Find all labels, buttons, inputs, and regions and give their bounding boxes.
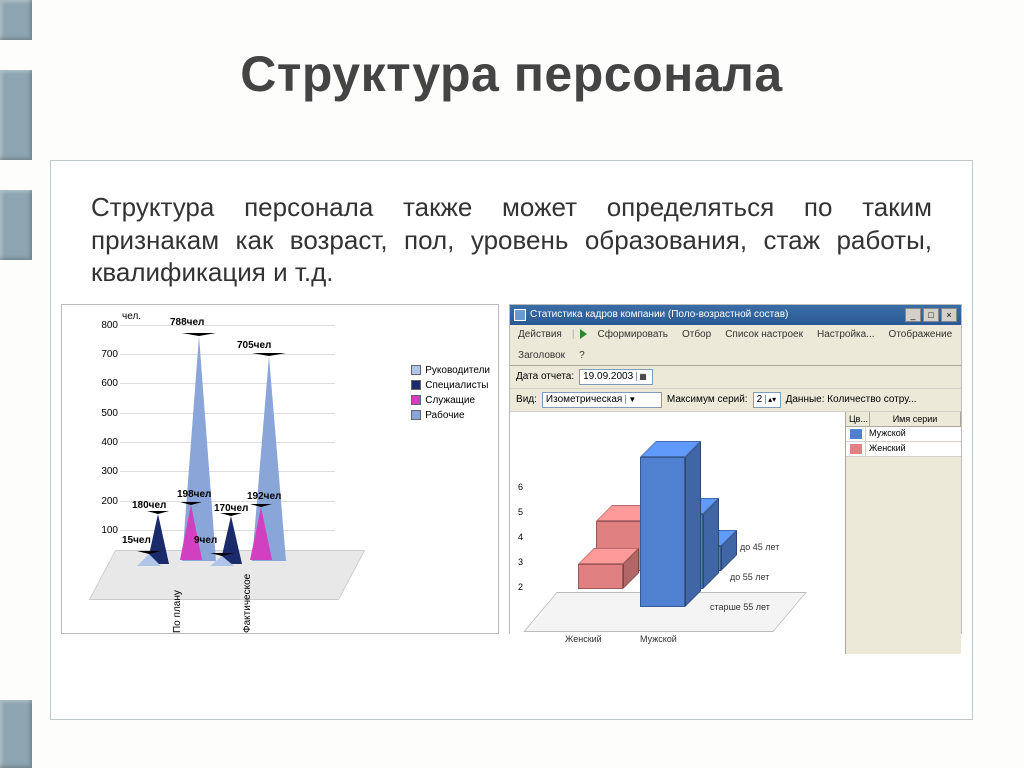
body-text: Структура персонала также может определя… (51, 161, 972, 304)
data-label: 170чел (214, 503, 248, 514)
maximize-button[interactable]: □ (923, 308, 939, 322)
y-axis-label: чел. (122, 311, 141, 322)
legend-item: Руководители (411, 365, 490, 376)
help-button[interactable]: ? (575, 348, 589, 363)
calendar-icon[interactable]: ▦ (636, 372, 649, 381)
z-label-45: до 45 лет (740, 542, 779, 552)
run-icon[interactable] (580, 329, 587, 339)
y-tick: 500 (90, 408, 118, 419)
chevron-down-icon[interactable]: ▼ (625, 395, 638, 404)
slide-title: Структура персонала (0, 45, 1023, 103)
series-row[interactable]: Женский (846, 442, 961, 457)
y-tick: 300 (90, 466, 118, 477)
slide-title-wrap: Структура персонала (0, 45, 1023, 103)
bar3d-chart: 23456 до 45 лет до 55 лет старше 55 лет … (510, 412, 846, 654)
header-button[interactable]: Заголовок (514, 348, 569, 363)
pyramid-bar (210, 553, 234, 566)
y-tick: 600 (90, 378, 118, 389)
data-label: 15чел (122, 535, 151, 546)
x-label-male: Мужской (640, 634, 677, 644)
side-accent-blocks (0, 0, 32, 768)
legend-item: Служащие (411, 395, 490, 406)
stats-window: Статистика кадров компании (Поло-возраст… (509, 304, 962, 634)
y3d-tick: 6 (518, 482, 523, 492)
view-select[interactable]: Изометрическая ▼ (542, 392, 662, 408)
spinner-icon[interactable]: ▴▾ (765, 395, 778, 404)
toolbar: Действия | Сформировать Отбор Список нас… (510, 325, 961, 366)
pyramid-chart: чел. 0100200300400500600700800 788чел705… (61, 304, 499, 634)
legend-item: Специалисты (411, 380, 490, 391)
settings-button[interactable]: Настройка... (813, 327, 879, 342)
window-titlebar: Статистика кадров компании (Поло-возраст… (510, 305, 961, 325)
x-label-female: Женский (565, 634, 602, 644)
legend-item: Рабочие (411, 410, 490, 421)
series-col-name: Имя серии (870, 412, 961, 426)
x-category-fact: Фактическое (242, 573, 253, 632)
filter-button[interactable]: Отбор (678, 327, 715, 342)
y-tick: 700 (90, 349, 118, 360)
view-label: Вид: (516, 394, 537, 405)
date-label: Дата отчета: (516, 371, 574, 382)
max-series-label: Максимум серий: (667, 394, 748, 405)
content-panel: Структура персонала также может определя… (50, 160, 973, 720)
date-input[interactable]: 19.09.2003 ▦ (579, 369, 653, 385)
y3d-tick: 4 (518, 532, 523, 542)
z-label-55: до 55 лет (730, 572, 769, 582)
view-row: Вид: Изометрическая ▼ Максимум серий: 2 … (510, 389, 961, 412)
z-label-over55: старше 55 лет (710, 602, 770, 612)
data-label: 705чел (237, 340, 271, 351)
series-panel: Цв... Имя серии МужскойЖенский (846, 412, 961, 654)
app-icon (514, 309, 526, 321)
minimize-button[interactable]: _ (905, 308, 921, 322)
series-col-color: Цв... (846, 412, 870, 426)
y3d-tick: 3 (518, 557, 523, 567)
generate-button[interactable]: Сформировать (593, 327, 672, 342)
pyramid-bar (250, 504, 272, 560)
y3d-tick: 5 (518, 507, 523, 517)
data-label: 788чел (170, 317, 204, 328)
charts-row: чел. 0100200300400500600700800 788чел705… (51, 304, 972, 634)
data-label: 198чел (177, 489, 211, 500)
settings-list-button[interactable]: Список настроек (721, 327, 807, 342)
data-label: Данные: Количество сотру... (786, 394, 917, 405)
window-title: Статистика кадров компании (Поло-возраст… (530, 309, 788, 320)
date-row: Дата отчета: 19.09.2003 ▦ (510, 366, 961, 389)
x-category-plan: По плану (172, 590, 183, 633)
data-label: 9чел (194, 535, 217, 546)
close-button[interactable]: × (941, 308, 957, 322)
display-button[interactable]: Отображение (885, 327, 957, 342)
max-series-input[interactable]: 2 ▴▾ (753, 392, 781, 408)
series-row[interactable]: Мужской (846, 427, 961, 442)
y-tick: 200 (90, 496, 118, 507)
pyramid-bar (180, 502, 202, 560)
actions-menu[interactable]: Действия (514, 327, 566, 342)
pyramid-bar (137, 551, 161, 566)
y-tick: 100 (90, 525, 118, 536)
y3d-tick: 2 (518, 582, 523, 592)
chart-legend: Руководители Специалисты Служащие Рабочие (411, 365, 490, 425)
data-label: 192чел (247, 491, 281, 502)
y-tick: 800 (90, 320, 118, 331)
data-label: 180чел (132, 500, 166, 511)
y-tick: 400 (90, 437, 118, 448)
